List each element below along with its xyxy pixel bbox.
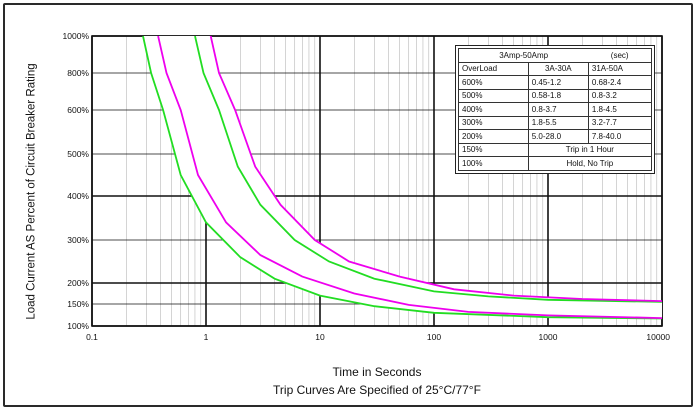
x-tick-label: 0.1 — [86, 332, 98, 342]
table-cell: 200% — [458, 129, 529, 144]
trip-curve-1 — [142, 36, 662, 320]
table-cell: 0.68-2.4 — [587, 75, 653, 90]
table-row: 150% Trip in 1 Hour — [458, 142, 653, 157]
table-cell: 0.58-1.8 — [527, 88, 589, 103]
table-cell: 1.8-5.5 — [527, 115, 589, 130]
x-tick-label: 100 — [427, 332, 441, 342]
table-cell: 150% — [458, 142, 529, 157]
table-header-overload: OverLoad — [458, 61, 529, 76]
table-cell: 7.8-40.0 — [587, 129, 653, 144]
table-cell: 400% — [458, 102, 529, 117]
table-cell: 0.8-3.7 — [527, 102, 589, 117]
table-header-31a-50a: 31A-50A — [587, 61, 653, 76]
table-cell: 600% — [458, 75, 529, 90]
table-cell: 300% — [458, 115, 529, 130]
table-unit: (sec) — [588, 48, 653, 63]
table-cell: 3.2-7.7 — [587, 115, 653, 130]
trip-time-table: 3Amp-50Amp (sec) OverLoad 3A-30A 31A-50A… — [455, 45, 655, 174]
table-cell: 5.0-28.0 — [527, 129, 589, 144]
chart-footnote: Trip Curves Are Specified of 25°C/77°F — [273, 383, 481, 397]
table-row: 500% 0.58-1.8 0.8-3.2 — [458, 88, 653, 103]
y-tick-label: 100% — [67, 321, 89, 331]
table-cell: 100% — [458, 156, 529, 171]
table-cell: 1.8-4.5 — [587, 102, 653, 117]
y-tick-label: 400% — [67, 191, 89, 201]
table-row: 400% 0.8-3.7 1.8-4.5 — [458, 102, 653, 117]
y-tick-label: 1000% — [63, 31, 90, 41]
table-cell: Hold, No Trip — [527, 156, 653, 171]
table-cell: 0.8-3.2 — [587, 88, 653, 103]
table-row: 300% 1.8-5.5 3.2-7.7 — [458, 115, 653, 130]
trip-curve-3 — [194, 36, 662, 303]
trip-band-fill — [143, 36, 662, 319]
trip-curve-4 — [209, 36, 662, 302]
y-tick-label: 300% — [67, 235, 89, 245]
table-header-3a-30a: 3A-30A — [527, 61, 589, 76]
x-tick-label: 1 — [204, 332, 209, 342]
chart-frame — [3, 3, 693, 407]
x-tick-label: 10 — [315, 332, 325, 342]
x-tick-label: 10000 — [646, 332, 670, 342]
y-tick-label: 150% — [67, 299, 89, 309]
table-title: 3Amp-50Amp — [458, 48, 589, 63]
table-cell: 500% — [458, 88, 529, 103]
y-tick-label: 200% — [67, 278, 89, 288]
table-cell: 0.45-1.2 — [527, 75, 589, 90]
table-row: 200% 5.0-28.0 7.8-40.0 — [458, 129, 653, 144]
table-row: 100% Hold, No Trip — [458, 156, 653, 171]
y-tick-label: 500% — [67, 149, 89, 159]
y-axis-label: Load Current AS Percent of Circuit Break… — [25, 63, 38, 320]
x-tick-label: 1000 — [539, 332, 558, 342]
table-row: 600% 0.45-1.2 0.68-2.4 — [458, 75, 653, 90]
y-tick-label: 800% — [67, 68, 89, 78]
plot-border — [91, 35, 663, 327]
y-tick-label: 600% — [67, 105, 89, 115]
x-axis-label: Time in Seconds — [332, 365, 422, 379]
table-cell: Trip in 1 Hour — [527, 142, 653, 157]
trip-curve-2 — [157, 36, 662, 319]
